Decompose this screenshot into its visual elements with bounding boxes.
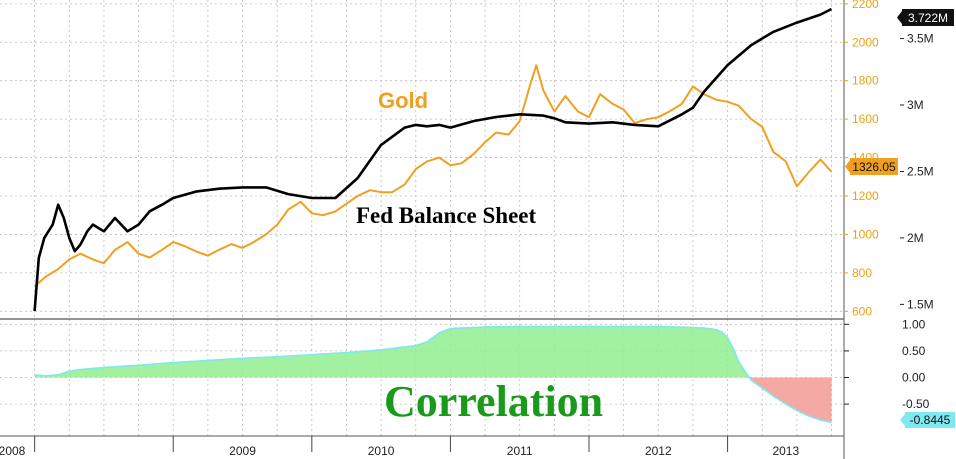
- fed-last-value: 3.722M: [908, 11, 948, 25]
- correlation-tick-label: -0.50: [902, 397, 930, 411]
- fed-tick-label: 1.5M: [907, 297, 934, 311]
- correlation-label: Correlation: [384, 377, 603, 426]
- year-axis: 2008 2009 2010 2011 2012 2013: [0, 436, 799, 458]
- gold-tick-label: 2000: [852, 35, 879, 49]
- correlation-tick-label: 0.50: [902, 344, 926, 358]
- gold-last-value: 1326.05: [852, 160, 896, 174]
- gold-series-line: [33, 64, 833, 288]
- correlation-negative-area: [749, 377, 832, 423]
- fed-axis: 1.5M 2M 2.5M 3M 3.5M: [900, 32, 934, 311]
- gold-tick-label: 2200: [852, 0, 879, 11]
- fed-tick-label: 3.5M: [907, 32, 934, 46]
- year-tick-label: 2012: [645, 444, 672, 458]
- gold-last-value-badge: 1326.05: [845, 158, 898, 175]
- fed-tick-label: 2.5M: [907, 164, 934, 178]
- fed-last-value-badge: 3.722M: [897, 9, 954, 26]
- gold-tick-label: 1800: [852, 74, 879, 88]
- gold-tick-label: 800: [852, 266, 872, 280]
- correlation-positive-area: [34, 326, 750, 378]
- fed-tick-label: 3M: [907, 98, 924, 112]
- fed-tick-label: 2M: [907, 231, 924, 245]
- gold-label: Gold: [378, 88, 428, 113]
- year-tick-label: 2009: [229, 444, 256, 458]
- correlation-area: [34, 325, 832, 424]
- fed-balance-sheet-series-line: [33, 7, 833, 312]
- gold-tick-label: 600: [852, 304, 872, 318]
- price-lines: [33, 7, 833, 312]
- gold-tick-label: 1600: [852, 112, 879, 126]
- correlation-last-value-badge: -0.8445: [900, 412, 955, 428]
- year-tick-label: 2013: [772, 444, 799, 458]
- upper-gridlines: [0, 0, 844, 319]
- gold-tick-label: 1000: [852, 227, 879, 241]
- correlation-tick-label: 0.00: [902, 371, 926, 385]
- year-tick-label: 2011: [507, 444, 533, 458]
- year-tick-label: 2010: [368, 444, 395, 458]
- correlation-line: [34, 325, 832, 424]
- correlation-last-value: -0.8445: [910, 413, 951, 427]
- year-tick-label: 2008: [0, 444, 26, 458]
- fed-balance-sheet-label: Fed Balance Sheet: [356, 203, 536, 228]
- correlation-axis: 1.00 0.50 0.00 -0.50: [844, 317, 930, 411]
- gold-tick-label: 1200: [852, 189, 879, 203]
- correlation-tick-label: 1.00: [902, 317, 926, 331]
